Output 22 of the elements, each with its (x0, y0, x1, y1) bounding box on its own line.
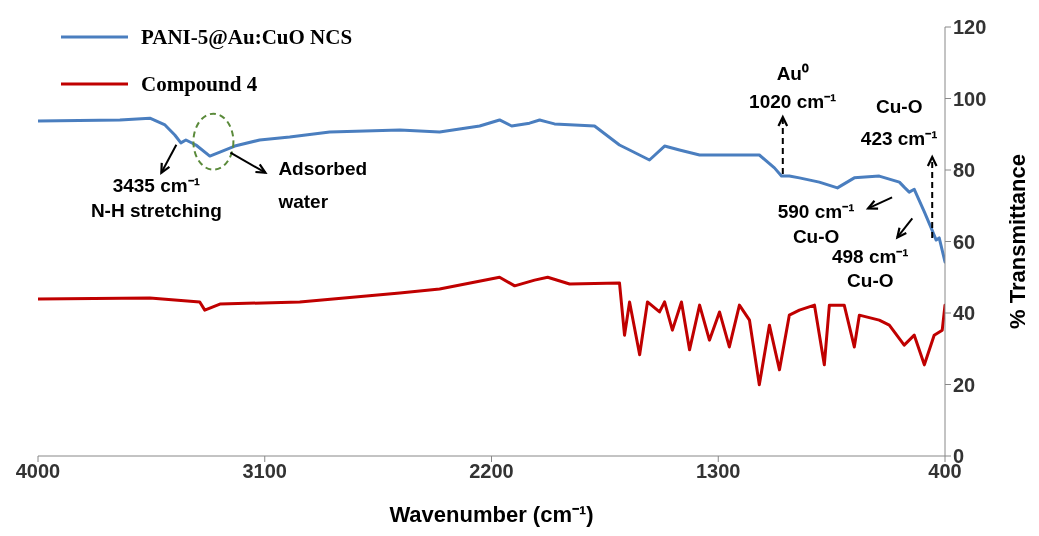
y-axis-title: % Transmittance (1005, 154, 1030, 329)
legend-label: PANI-5@Au:CuO NCS (141, 25, 353, 49)
annotation: 590 cm⁻¹ Cu-O (777, 201, 855, 248)
annotation: Au⁰ 1020 cm⁻¹ (749, 63, 837, 113)
line-series (38, 275, 945, 387)
y-tick-label: 20 (953, 373, 976, 396)
x-tick-label: 2200 (469, 460, 514, 483)
x-axis-title: Wavenumber (cm⁻¹) (389, 502, 594, 527)
y-tick-label: 100 (953, 87, 987, 110)
annotation: Adsorbed water (277, 157, 368, 212)
legend-label: Compound 4 (141, 72, 258, 96)
annotation: 3435 cm⁻¹ N-H stretching (90, 174, 222, 221)
y-tick-label: 80 (953, 159, 976, 182)
x-tick-label: 4000 (15, 460, 61, 483)
x-tick-label: 3100 (242, 460, 287, 483)
y-tick-label: 40 (953, 302, 976, 325)
line-series (38, 116, 945, 264)
y-tick-label: 120 (953, 16, 987, 39)
x-tick-label: 1300 (696, 460, 741, 483)
annotation: Cu-O 423 cm⁻¹ (860, 95, 938, 149)
y-tick-label: 60 (953, 230, 976, 253)
annotation: 498 cm⁻¹ Cu-O (831, 246, 909, 292)
